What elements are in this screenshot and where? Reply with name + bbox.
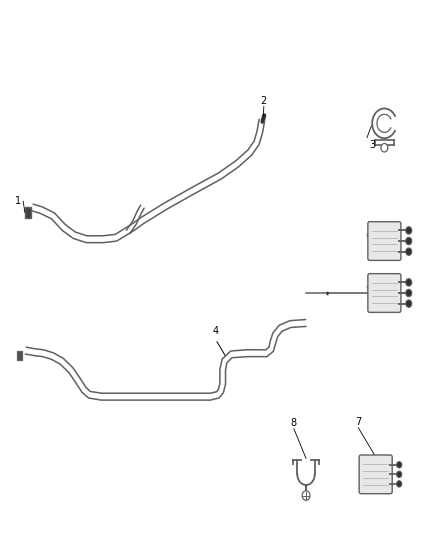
Text: 3: 3 [369, 140, 375, 150]
Text: 4: 4 [212, 327, 219, 336]
Circle shape [381, 143, 388, 152]
Circle shape [396, 471, 402, 478]
Text: 8: 8 [291, 418, 297, 428]
Circle shape [406, 248, 412, 255]
Circle shape [406, 227, 412, 234]
FancyBboxPatch shape [25, 207, 31, 217]
FancyBboxPatch shape [368, 222, 401, 261]
Text: 5: 5 [369, 230, 375, 240]
Text: 1: 1 [15, 196, 21, 206]
Circle shape [302, 491, 310, 500]
Circle shape [396, 462, 402, 468]
FancyBboxPatch shape [368, 273, 401, 312]
FancyBboxPatch shape [359, 455, 392, 494]
Text: 2: 2 [261, 96, 267, 106]
Text: 7: 7 [355, 417, 361, 427]
Circle shape [406, 289, 412, 297]
Circle shape [406, 279, 412, 286]
Circle shape [406, 300, 412, 308]
Circle shape [406, 237, 412, 245]
Circle shape [396, 481, 402, 487]
Text: 6: 6 [369, 281, 375, 292]
FancyBboxPatch shape [17, 351, 22, 360]
